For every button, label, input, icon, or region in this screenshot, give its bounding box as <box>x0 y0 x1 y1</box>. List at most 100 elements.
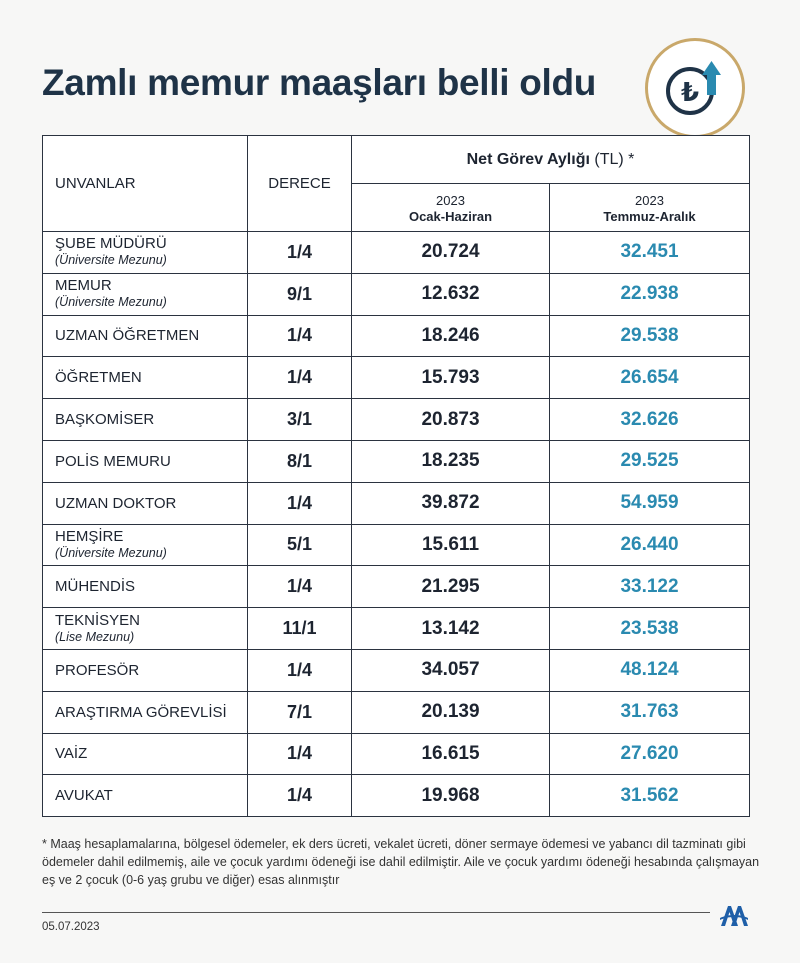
footer-divider <box>42 912 710 913</box>
derece-cell: 3/1 <box>247 398 352 441</box>
header-col2-period: Temmuz-Aralık <box>603 208 696 224</box>
header-col1-period: Ocak-Haziran <box>408 208 493 224</box>
salary-jul-dec-cell: 48.124 <box>549 648 750 692</box>
header-unvanlar: UNVANLAR <box>42 135 248 232</box>
unvan-label: AVUKAT <box>55 787 113 805</box>
unvan-cell: UZMAN ÖĞRETMEN <box>42 314 248 358</box>
unvan-cell: POLİS MEMURU <box>42 439 248 483</box>
derece-cell: 1/4 <box>247 774 352 818</box>
salary-jan-jun-cell: 18.235 <box>351 439 550 483</box>
unvan-cell: ÖĞRETMEN <box>42 356 248 400</box>
table-row: UZMAN ÖĞRETMEN 1/4 18.246 29.538 <box>42 314 750 358</box>
salary-jan-jun-cell: 39.872 <box>351 481 550 525</box>
derece-cell: 1/4 <box>247 356 352 400</box>
salary-jul-dec-cell: 23.538 <box>549 607 750 650</box>
unvan-label: MEMUR <box>55 277 112 295</box>
salary-jan-jun-cell: 13.142 <box>351 607 550 650</box>
footnote: * Maaş hesaplamalarına, bölgesel ödemele… <box>42 837 760 887</box>
unvan-note: (Lise Mezunu) <box>55 629 135 644</box>
table-row: PROFESÖR 1/4 34.057 48.124 <box>42 648 750 692</box>
salary-jan-jun-cell: 12.632 <box>351 272 550 316</box>
unvan-cell: MÜHENDİS <box>42 565 248 609</box>
unvan-note: (Üniversite Mezunu) <box>55 295 167 310</box>
unvan-cell: MEMUR (Üniversite Mezunu) <box>42 272 248 316</box>
aa-logo-icon <box>718 902 750 933</box>
unvan-label: VAİZ <box>55 745 88 763</box>
unvan-cell: VAİZ <box>42 732 248 776</box>
salary-jul-dec-cell: 26.440 <box>549 523 750 567</box>
salary-jan-jun-cell: 15.793 <box>351 356 550 400</box>
derece-cell: 1/4 <box>247 648 352 692</box>
table-row: ÖĞRETMEN 1/4 15.793 26.654 <box>42 356 750 400</box>
salary-jul-dec-cell: 32.626 <box>549 398 750 441</box>
salary-jan-jun-cell: 21.295 <box>351 565 550 609</box>
table-row: TEKNİSYEN (Lise Mezunu) 11/1 13.142 23.538 <box>42 607 750 650</box>
unvan-cell: UZMAN DOKTOR <box>42 481 248 525</box>
unvan-label: ŞUBE MÜDÜRÜ <box>55 235 167 253</box>
header-col1-year: 2023 <box>436 192 465 208</box>
unvan-cell: ŞUBE MÜDÜRÜ (Üniversite Mezunu) <box>42 231 248 274</box>
publish-date: 05.07.2023 <box>42 921 100 933</box>
salary-jul-dec-cell: 29.538 <box>549 314 750 358</box>
unvan-label: HEMŞİRE <box>55 527 124 545</box>
lira-up-arrow-icon: ₺ <box>645 38 745 138</box>
table-row: MÜHENDİS 1/4 21.295 33.122 <box>42 565 750 609</box>
unvan-label: ÖĞRETMEN <box>55 369 142 387</box>
unvan-cell: TEKNİSYEN (Lise Mezunu) <box>42 607 248 650</box>
page-title: Zamlı memur maaşları belli oldu <box>42 62 597 103</box>
derece-cell: 7/1 <box>247 690 352 734</box>
salary-jul-dec-cell: 31.562 <box>549 774 750 818</box>
salary-jan-jun-cell: 20.873 <box>351 398 550 441</box>
unvan-label: POLİS MEMURU <box>55 452 171 470</box>
unvan-label: PROFESÖR <box>55 661 140 679</box>
derece-cell: 1/4 <box>247 231 352 274</box>
derece-cell: 1/4 <box>247 314 352 358</box>
salary-jan-jun-cell: 20.139 <box>351 690 550 734</box>
salary-jul-dec-cell: 27.620 <box>549 732 750 776</box>
header-group-bold: Net Görev Aylığı <box>466 150 590 168</box>
unvan-note: (Üniversite Mezunu) <box>55 545 167 560</box>
salary-jul-dec-cell: 32.451 <box>549 231 750 274</box>
salary-jan-jun-cell: 18.246 <box>351 314 550 358</box>
salary-jul-dec-cell: 22.938 <box>549 272 750 316</box>
header-derece: DERECE <box>247 135 352 232</box>
header-ocak-haziran: 2023 Ocak-Haziran <box>351 183 550 232</box>
derece-cell: 1/4 <box>247 732 352 776</box>
derece-cell: 8/1 <box>247 439 352 483</box>
unvan-label: BAŞKOMİSER <box>55 411 155 429</box>
table-row: HEMŞİRE (Üniversite Mezunu) 5/1 15.611 26.44… <box>42 523 750 567</box>
salary-jan-jun-cell: 20.724 <box>351 231 550 274</box>
derece-cell: 1/4 <box>247 481 352 525</box>
header-temmuz-aralik: 2023 Temmuz-Aralık <box>549 183 750 232</box>
unvan-label: UZMAN ÖĞRETMEN <box>55 327 200 345</box>
salary-jan-jun-cell: 19.968 <box>351 774 550 818</box>
salary-jul-dec-cell: 33.122 <box>549 565 750 609</box>
derece-cell: 1/4 <box>247 565 352 609</box>
salary-jul-dec-cell: 29.525 <box>549 439 750 483</box>
unvan-cell: ARAŞTIRMA GÖREVLİSİ <box>42 690 248 734</box>
table-row: UZMAN DOKTOR 1/4 39.872 54.959 <box>42 481 750 525</box>
table-row: ŞUBE MÜDÜRÜ (Üniversite Mezunu) 1/4 20.724 3… <box>42 231 750 274</box>
unvan-label: TEKNİSYEN <box>55 611 141 629</box>
table-body: ŞUBE MÜDÜRÜ (Üniversite Mezunu) 1/4 20.724 3… <box>42 231 750 818</box>
table-row: BAŞKOMİSER 3/1 20.873 32.626 <box>42 398 750 441</box>
unvan-cell: AVUKAT <box>42 774 248 818</box>
salary-jul-dec-cell: 31.763 <box>549 690 750 734</box>
unvan-label: MÜHENDİS <box>55 578 136 596</box>
unvan-cell: PROFESÖR <box>42 648 248 692</box>
unvan-label: UZMAN DOKTOR <box>55 494 177 512</box>
table-row: POLİS MEMURU 8/1 18.235 29.525 <box>42 439 750 483</box>
salary-jan-jun-cell: 15.611 <box>351 523 550 567</box>
svg-text:₺: ₺ <box>681 78 699 108</box>
unvan-label: ARAŞTIRMA GÖREVLİSİ <box>55 703 227 721</box>
unvan-note: (Üniversite Mezunu) <box>55 253 167 268</box>
table-row: AVUKAT 1/4 19.968 31.562 <box>42 774 750 818</box>
salary-table: UNVANLAR DERECE Net Görev Aylığı (TL) * … <box>42 135 750 818</box>
salary-jul-dec-cell: 54.959 <box>549 481 750 525</box>
derece-cell: 5/1 <box>247 523 352 567</box>
unvan-cell: BAŞKOMİSER <box>42 398 248 441</box>
derece-cell: 9/1 <box>247 272 352 316</box>
salary-jan-jun-cell: 34.057 <box>351 648 550 692</box>
header-group-rest: (TL) * <box>589 150 635 168</box>
derece-cell: 11/1 <box>247 607 352 650</box>
